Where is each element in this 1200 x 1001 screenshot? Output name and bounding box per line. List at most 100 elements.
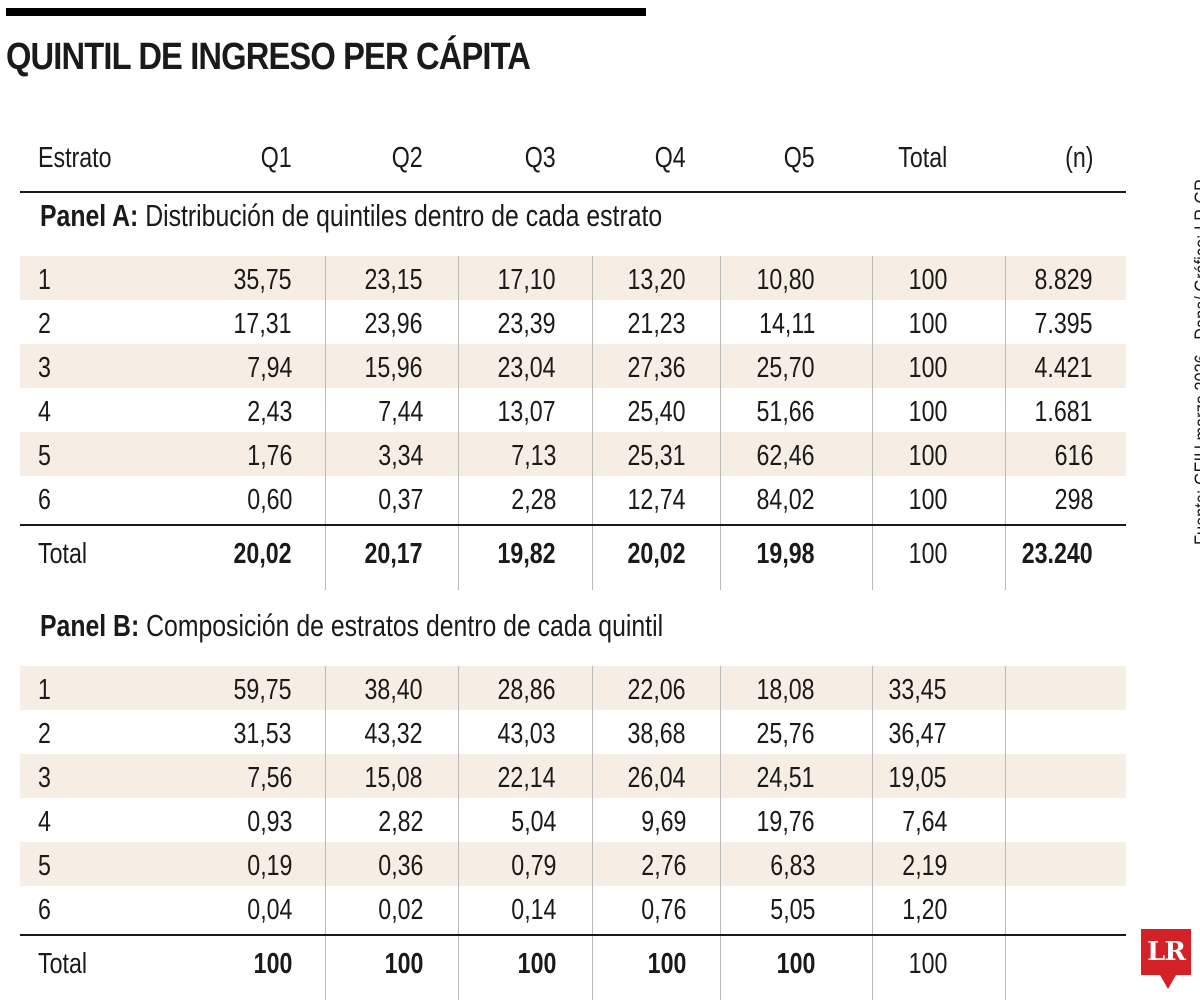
lr-logo: LR bbox=[1141, 929, 1191, 975]
row-label: 3 bbox=[38, 762, 51, 794]
column-header-q4: Q4 bbox=[655, 142, 686, 174]
table-cell: 100 bbox=[908, 396, 947, 428]
table-cell: 2,28 bbox=[510, 484, 556, 516]
table-cell: 13,20 bbox=[627, 264, 686, 296]
table-cell: 33,45 bbox=[888, 674, 947, 706]
table-cell: 10,80 bbox=[756, 264, 815, 296]
row-label: 2 bbox=[38, 718, 51, 750]
table-cell: 23,04 bbox=[497, 352, 556, 384]
column-divider bbox=[458, 666, 459, 1000]
table-cell: 0,04 bbox=[246, 894, 292, 926]
table-cell: 27,36 bbox=[627, 352, 686, 384]
table-cell: 23,39 bbox=[497, 308, 556, 340]
total-label: Total bbox=[38, 948, 88, 980]
table-cell: 0,19 bbox=[246, 850, 292, 882]
table-cell: 0,60 bbox=[246, 484, 292, 516]
table-cell: 13,07 bbox=[497, 396, 556, 428]
row-label: 6 bbox=[38, 894, 51, 926]
panel-title-a: Panel A: Distribución de quintiles dentr… bbox=[40, 196, 662, 236]
table-cell: 38,68 bbox=[627, 718, 686, 750]
table-cell: 25,76 bbox=[756, 718, 815, 750]
column-header-q5: Q5 bbox=[784, 142, 815, 174]
total-cell: 100 bbox=[517, 948, 556, 980]
column-divider bbox=[720, 666, 721, 1000]
table-cell: 17,31 bbox=[233, 308, 292, 340]
table-cell: 22,06 bbox=[627, 674, 686, 706]
table-cell: 298 bbox=[1054, 484, 1093, 516]
column-divider bbox=[872, 256, 873, 590]
table-cell: 7,64 bbox=[901, 806, 947, 838]
table-cell: 7.395 bbox=[1034, 308, 1093, 340]
row-label: 1 bbox=[38, 264, 51, 296]
table-cell: 4.421 bbox=[1034, 352, 1093, 384]
total-cell: 100 bbox=[253, 948, 292, 980]
total-cell: 19,82 bbox=[497, 538, 556, 570]
column-header-q3: Q3 bbox=[525, 142, 556, 174]
panel-label: Panel A: bbox=[40, 198, 139, 233]
table-cell: 7,13 bbox=[510, 440, 556, 472]
panel-subtitle: Distribución de quintiles dentro de cada… bbox=[138, 198, 663, 233]
column-divider bbox=[1005, 256, 1006, 590]
table-cell: 19,05 bbox=[888, 762, 947, 794]
table-cell: 5,04 bbox=[510, 806, 556, 838]
total-cell: 20,02 bbox=[627, 538, 686, 570]
column-divider bbox=[1005, 666, 1006, 1000]
column-divider bbox=[872, 666, 873, 1000]
table-cell: 7,44 bbox=[377, 396, 423, 428]
table-cell: 38,40 bbox=[364, 674, 423, 706]
table-cell: 51,66 bbox=[756, 396, 815, 428]
table-cell: 0,36 bbox=[377, 850, 423, 882]
panel-title-b: Panel B: Composición de estratos dentro … bbox=[40, 606, 663, 646]
table-cell: 22,14 bbox=[497, 762, 556, 794]
table-cell: 21,23 bbox=[627, 308, 686, 340]
total-label: Total bbox=[38, 538, 88, 570]
table-cell: 0,37 bbox=[377, 484, 423, 516]
row-band bbox=[20, 842, 1126, 886]
panel-subtitle: Composición de estratos dentro de cada q… bbox=[139, 608, 664, 643]
total-cell: 100 bbox=[908, 538, 947, 570]
table-cell: 18,08 bbox=[756, 674, 815, 706]
table-cell: 1,20 bbox=[901, 894, 947, 926]
row-label: 6 bbox=[38, 484, 51, 516]
table-cell: 26,04 bbox=[627, 762, 686, 794]
column-header-q2: Q2 bbox=[392, 142, 423, 174]
rule-line bbox=[20, 524, 1126, 526]
table-cell: 9,69 bbox=[640, 806, 686, 838]
table-cell: 0,79 bbox=[510, 850, 556, 882]
table-cell: 0,93 bbox=[246, 806, 292, 838]
table-cell: 8.829 bbox=[1034, 264, 1093, 296]
total-cell: 20,02 bbox=[233, 538, 292, 570]
total-cell: 20,17 bbox=[364, 538, 423, 570]
table-cell: 100 bbox=[908, 484, 947, 516]
table-cell: 31,53 bbox=[233, 718, 292, 750]
row-band bbox=[20, 754, 1126, 798]
table-cell: 5,05 bbox=[769, 894, 815, 926]
rule-line bbox=[20, 191, 1126, 193]
total-cell: 100 bbox=[908, 948, 947, 980]
total-cell: 100 bbox=[776, 948, 815, 980]
table-cell: 2,76 bbox=[640, 850, 686, 882]
table-cell: 616 bbox=[1054, 440, 1093, 472]
table-cell: 25,31 bbox=[627, 440, 686, 472]
table-cell: 43,03 bbox=[497, 718, 556, 750]
table-cell: 2,43 bbox=[246, 396, 292, 428]
column-divider bbox=[458, 256, 459, 590]
row-label: 5 bbox=[38, 850, 51, 882]
total-cell: 19,98 bbox=[756, 538, 815, 570]
column-divider bbox=[592, 256, 593, 590]
table-cell: 7,56 bbox=[246, 762, 292, 794]
table-cell: 1.681 bbox=[1034, 396, 1093, 428]
column-header-estrato: Estrato bbox=[38, 142, 112, 174]
top-rule bbox=[6, 8, 646, 16]
table-cell: 0,14 bbox=[510, 894, 556, 926]
table-cell: 12,74 bbox=[627, 484, 686, 516]
table-cell: 43,32 bbox=[364, 718, 423, 750]
table-cell: 62,46 bbox=[756, 440, 815, 472]
table-cell: 2,19 bbox=[901, 850, 947, 882]
row-band bbox=[20, 432, 1126, 476]
lr-logo-tail bbox=[1160, 975, 1176, 989]
column-header-total: Total bbox=[897, 142, 947, 174]
table-cell: 25,40 bbox=[627, 396, 686, 428]
chart-title: QUINTIL DE INGRESO PER CÁPITA bbox=[6, 36, 531, 78]
column-header-nnn: (n) bbox=[1064, 142, 1093, 174]
